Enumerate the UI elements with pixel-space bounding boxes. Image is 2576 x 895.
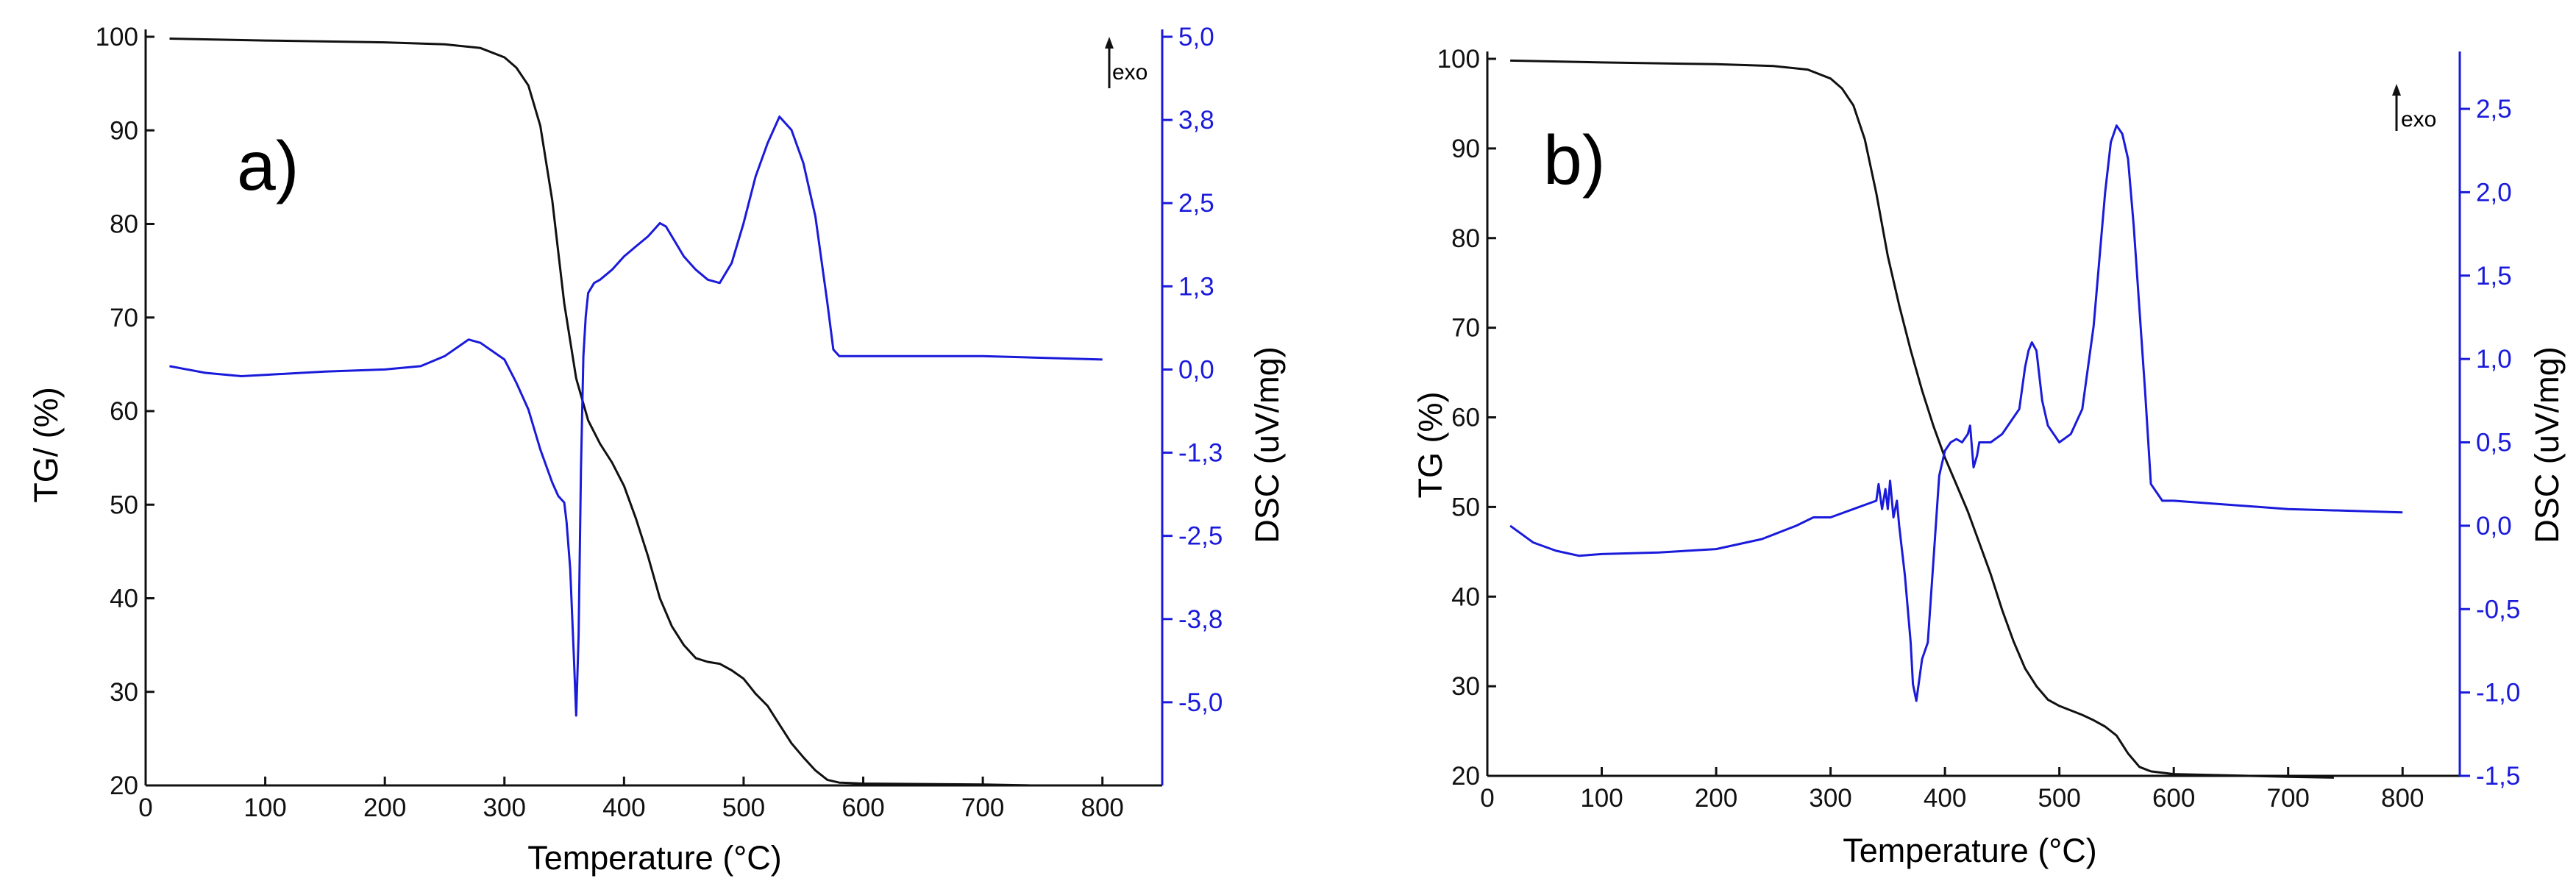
panel-b-right-y-tick-label: -1,0 bbox=[2476, 679, 2520, 707]
panel-b-x-tick-label: 200 bbox=[1695, 784, 1737, 813]
panel-a-exo-label: exo bbox=[1112, 60, 1148, 85]
panel-b-left-y-tick-label: 80 bbox=[1451, 224, 1480, 253]
panel-a-x-tick-label: 300 bbox=[483, 794, 526, 822]
panel-b-exo-indicator: exo bbox=[2392, 84, 2436, 132]
panel-b-x-tick-label: 700 bbox=[2267, 784, 2310, 813]
panel-b-dsc-series-line bbox=[1509, 124, 2403, 702]
panel-a-x-tick-label: 200 bbox=[363, 794, 406, 822]
panel-a-right-y-tick-label: -1,3 bbox=[1178, 439, 1223, 468]
panel-a-x-tick-label: 400 bbox=[602, 794, 645, 822]
panel-b-tg-series-line bbox=[1510, 59, 2334, 779]
panel-a-left-y-tick-label: 70 bbox=[110, 304, 138, 332]
panel-b-x-tick-label: 500 bbox=[2038, 784, 2080, 813]
panel-b-left-y-tick-label: 40 bbox=[1451, 582, 1480, 611]
panel-b-x-tick-label: 0 bbox=[1480, 784, 1494, 813]
panel-a-chart: 0 100 200 300 400 500 600 700 800 20 30 40 50 60 70 80 9… bbox=[27, 23, 1286, 877]
panel-b-left-y-tick-label: 70 bbox=[1451, 314, 1480, 343]
panel-a-x-tick-label: 500 bbox=[722, 794, 765, 822]
panel-a-right-y-tick-label: -2,5 bbox=[1178, 522, 1223, 551]
panel-a-x-tick-label: 600 bbox=[842, 794, 884, 822]
panel-b-left-y-tick-label: 50 bbox=[1451, 493, 1480, 521]
panel-a-left-y-tick-label: 60 bbox=[110, 397, 138, 426]
panel-b-chart: 0 100 200 300 400 500 600 700 800 20 30 40 50 60 70 80 9… bbox=[1412, 45, 2566, 869]
panel-a-x-tick-label: 800 bbox=[1081, 794, 1124, 822]
panel-a-dsc-series-line bbox=[169, 115, 1103, 717]
panel-b-right-y-tick-label: 0,0 bbox=[2476, 512, 2512, 541]
panel-a-tg-series-line bbox=[169, 38, 1031, 787]
panel-b-x-tick-label: 100 bbox=[1580, 784, 1623, 813]
panel-b-right-axis-title: DSC (uV/mg) bbox=[2528, 346, 2566, 543]
panel-a-right-axis-title: DSC (uV/mg) bbox=[1248, 346, 1286, 543]
panel-b-right-y-tick-label: 1,5 bbox=[2476, 262, 2512, 290]
panel-b-left-y-tick-label: 100 bbox=[1437, 45, 1480, 74]
panel-a-right-y-tick-label: 1,3 bbox=[1178, 272, 1214, 301]
panel-a-left-axis-title: TG/ (%) bbox=[27, 387, 65, 502]
panel-a-right-y-tick-label: -5,0 bbox=[1178, 688, 1223, 717]
panel-a-left-y-tick-label: 30 bbox=[110, 678, 138, 707]
panel-a-x-tick-label: 0 bbox=[138, 794, 152, 822]
panel-a-left-y-tick-label: 50 bbox=[110, 491, 138, 519]
panel-b-exo-label: exo bbox=[2401, 107, 2436, 132]
panel-a-right-y-tick-label: 2,5 bbox=[1178, 189, 1214, 218]
panel-b-left-y-tick-label: 90 bbox=[1451, 135, 1480, 163]
panel-a-left-y-tick-label: 100 bbox=[96, 23, 138, 51]
panel-b-right-y-tick-label: 0,5 bbox=[2476, 429, 2512, 457]
panel-b-right-y-tick-label: -1,5 bbox=[2476, 762, 2520, 791]
panel-b-right-y-tick-label: 2,5 bbox=[2476, 95, 2512, 124]
panel-b-right-y-tick-label: 1,0 bbox=[2476, 345, 2512, 374]
panel-a-x-axis-title: Temperature (°C) bbox=[527, 839, 782, 877]
panel-b-x-axis-title: Temperature (°C) bbox=[1843, 832, 2097, 869]
panel-b-left-y-tick-label: 30 bbox=[1451, 672, 1480, 701]
panel-b-x-tick-label: 800 bbox=[2381, 784, 2424, 813]
panel-b-left-axis-title: TG (%) bbox=[1412, 392, 1449, 499]
panel-a-left-y-tick-label: 90 bbox=[110, 116, 138, 145]
panel-a-x-tick-label: 700 bbox=[961, 794, 1004, 822]
panel-b-left-y-tick-label: 20 bbox=[1451, 762, 1480, 791]
panel-a-plot-area: 0 100 200 300 400 500 600 700 800 20 30 40 50 60 70 80 9… bbox=[96, 23, 1223, 822]
panel-b-x-tick-label: 300 bbox=[1809, 784, 1851, 813]
panel-b-plot-area: 0 100 200 300 400 500 600 700 800 20 30 40 50 60 70 80 9… bbox=[1437, 45, 2521, 813]
panel-a-left-y-tick-label: 80 bbox=[110, 210, 138, 239]
panel-b-right-y-tick-label: 2,0 bbox=[2476, 178, 2512, 207]
panel-a-left-y-tick-label: 40 bbox=[110, 585, 138, 613]
panel-b-x-tick-label: 400 bbox=[1924, 784, 1966, 813]
panel-a-right-y-tick-label: -3,8 bbox=[1178, 605, 1223, 634]
panel-a-left-y-tick-label: 20 bbox=[110, 771, 138, 800]
panel-a-right-y-tick-label: 0,0 bbox=[1178, 355, 1214, 384]
panel-a-right-y-tick-label: 5,0 bbox=[1178, 23, 1214, 51]
panel-b-x-tick-label: 600 bbox=[2152, 784, 2195, 813]
panel-b-left-y-tick-label: 60 bbox=[1451, 404, 1480, 432]
panel-a-label: a) bbox=[237, 127, 299, 205]
panel-b-label: b) bbox=[1543, 121, 1605, 199]
panel-b-right-y-tick-label: -0,5 bbox=[2476, 595, 2520, 624]
panel-a-x-tick-label: 100 bbox=[243, 794, 286, 822]
panel-a-right-y-tick-label: 3,8 bbox=[1178, 106, 1214, 135]
panel-a-exo-indicator: exo bbox=[1105, 37, 1148, 88]
